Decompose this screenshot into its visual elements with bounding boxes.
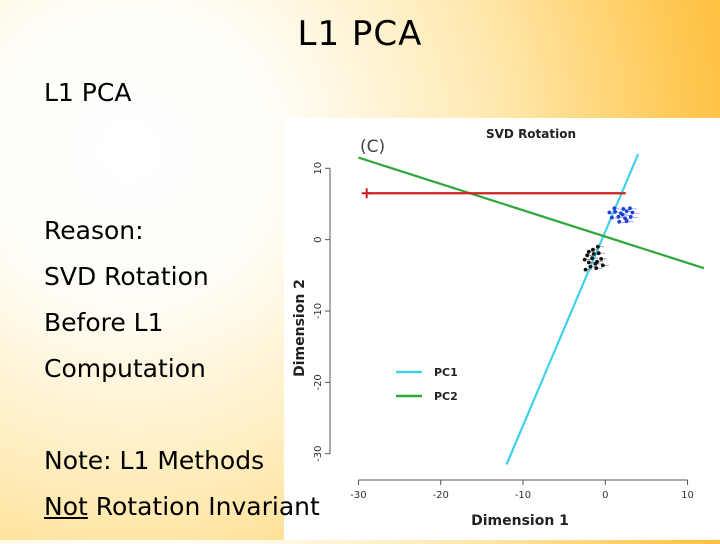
blue-point: [613, 209, 618, 214]
black-point: [595, 244, 600, 249]
x-tick-label: -30: [350, 490, 366, 501]
blue-point: [628, 214, 633, 219]
line-pc2: [358, 156, 705, 270]
y-axis-label: Dimension 2: [292, 279, 308, 377]
black-point: [585, 253, 590, 258]
blue-point: [612, 206, 617, 211]
black-point: [588, 264, 593, 269]
blue-point: [623, 216, 627, 221]
blue-point: [628, 206, 632, 211]
y-tick-label: 0: [313, 236, 324, 242]
x-tick-label: -10: [515, 490, 531, 501]
axes: -30 -20 -10 0 10 10 0 -10 -20 -30: [313, 162, 694, 501]
note-line-2: Not Rotation Invariant: [44, 492, 320, 521]
blue-point: [621, 207, 626, 211]
panel-label: (C): [360, 137, 385, 157]
black-point: [586, 260, 591, 265]
reason-line-3: Before L1: [44, 308, 164, 337]
chart-marks: [358, 153, 705, 465]
chart-title: SVD Rotation: [486, 127, 576, 141]
blue-point: [630, 210, 635, 215]
note-line-1: Note: L1 Methods: [44, 446, 265, 475]
blue-point: [620, 212, 625, 217]
black-point: [594, 266, 599, 271]
blue-point: [616, 214, 621, 219]
x-tick-label: 10: [681, 490, 694, 501]
black-point: [599, 257, 604, 261]
line-pc1: [505, 153, 640, 465]
x-axis-label: Dimension 1: [471, 513, 569, 529]
black-point: [600, 263, 605, 268]
black-point: [590, 256, 595, 261]
plot-panel: (C) SVD Rotation Dimension 1 Dimension 2…: [284, 118, 720, 540]
y-tick-label: -20: [313, 374, 324, 390]
black-point: [596, 251, 601, 256]
reason-line-1: Reason:: [44, 216, 144, 245]
blue-point: [607, 210, 612, 215]
x-tick-label: -20: [433, 490, 449, 501]
black-point: [591, 252, 596, 256]
reason-line-2: SVD Rotation: [44, 262, 209, 291]
note-rest: Rotation Invariant: [87, 492, 320, 521]
black-point: [582, 257, 587, 262]
slide-title: L1 PCA: [297, 14, 423, 54]
blue-point: [609, 215, 614, 220]
svd-rotation-chart: (C) SVD Rotation Dimension 1 Dimension 2…: [292, 127, 705, 529]
blue-point: [624, 209, 629, 213]
x-tick-label: 0: [602, 490, 608, 501]
black-point: [583, 267, 588, 272]
y-tick-label: -10: [313, 303, 324, 319]
black-point: [591, 247, 595, 252]
blue-point: [617, 219, 622, 224]
blue-point: [624, 219, 629, 223]
legend-label-pc1: PC1: [434, 366, 458, 379]
note-not-word: Not: [44, 492, 88, 521]
legend-label-pc2: PC2: [434, 390, 458, 403]
y-tick-label: 10: [313, 162, 324, 175]
legend: PC1 PC2: [396, 366, 458, 403]
black-point: [586, 249, 591, 254]
slide-subtitle: L1 PCA: [44, 78, 132, 107]
reason-line-4: Computation: [44, 354, 206, 383]
black-point: [593, 262, 598, 266]
y-tick-label: -30: [313, 446, 324, 462]
